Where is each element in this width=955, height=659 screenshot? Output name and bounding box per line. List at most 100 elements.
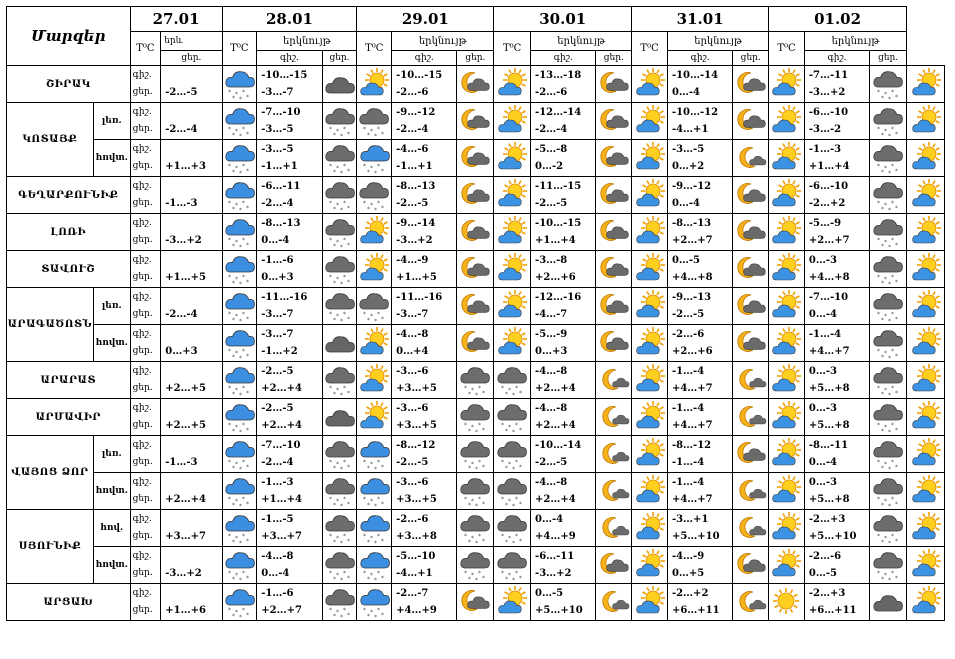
svg-text:*: * xyxy=(343,385,346,392)
svg-text:*: * xyxy=(888,577,891,581)
temperature-cell: -3…+2 xyxy=(160,213,223,251)
svg-text:*: * xyxy=(363,126,366,133)
temp-header: T⁰C xyxy=(493,31,532,66)
date-header: 31.01 xyxy=(631,6,770,32)
svg-text:*: * xyxy=(888,281,891,285)
svg-text:*: * xyxy=(895,205,898,211)
svg-text:*: * xyxy=(519,390,522,396)
svg-text:*: * xyxy=(381,168,384,174)
temperature-cell: -2…-6 0…-5 xyxy=(803,546,871,584)
temperature-cell: -11…-15 -2…-5 xyxy=(530,176,597,214)
snow-cloud-icon: * * * * * * xyxy=(221,509,258,547)
svg-text:*: * xyxy=(370,128,373,135)
svg-text:*: * xyxy=(478,570,481,577)
moon-cloud-icon xyxy=(456,176,495,214)
svg-text:*: * xyxy=(895,501,898,507)
svg-text:*: * xyxy=(468,576,471,581)
night-day-label: գիշ. ցեր. xyxy=(129,324,162,362)
moon-cloud-icon xyxy=(456,139,495,177)
svg-text:*: * xyxy=(884,350,887,357)
dark-cloud-snow-icon: * * * * * * xyxy=(493,361,532,399)
moon-icon xyxy=(732,509,770,547)
svg-text:*: * xyxy=(891,89,894,96)
svg-text:*: * xyxy=(519,427,522,433)
temperature-cell: -10…-15 -3…-7 xyxy=(256,65,323,103)
svg-text:*: * xyxy=(235,165,238,172)
svg-text:*: * xyxy=(891,237,894,244)
night-header: գիշ. xyxy=(803,50,871,66)
svg-text:*: * xyxy=(239,614,242,618)
svg-text:*: * xyxy=(512,503,515,507)
svg-text:*: * xyxy=(884,424,887,431)
svg-text:*: * xyxy=(468,428,471,433)
svg-text:*: * xyxy=(340,503,343,507)
svg-text:*: * xyxy=(464,459,467,466)
svg-text:*: * xyxy=(228,163,231,170)
svg-text:*: * xyxy=(242,385,245,392)
svg-text:*: * xyxy=(377,163,380,170)
temperature-cell: 0…+3 xyxy=(160,324,223,362)
temperature-cell: -10…-12 -4…+1 xyxy=(666,102,734,140)
svg-text:*: * xyxy=(347,279,350,285)
temperature-cell: -2…-4 xyxy=(160,287,223,325)
sun-behind-cloud-icon xyxy=(768,398,805,436)
snow-cloud-icon: * * * * * * xyxy=(356,435,393,473)
svg-text:*: * xyxy=(336,498,339,505)
sky-header: երկնույթ xyxy=(666,31,770,51)
svg-text:*: * xyxy=(343,311,346,318)
svg-text:*: * xyxy=(888,392,891,396)
svg-text:*: * xyxy=(471,461,474,468)
svg-text:*: * xyxy=(895,538,898,544)
svg-text:*: * xyxy=(877,163,880,170)
moon-cloud-icon xyxy=(595,102,633,140)
sun-behind-cloud-icon xyxy=(906,139,945,177)
svg-text:*: * xyxy=(374,207,377,211)
sun-behind-cloud-icon xyxy=(493,324,532,362)
svg-text:*: * xyxy=(881,502,884,507)
svg-text:*: * xyxy=(246,279,249,285)
svg-text:*: * xyxy=(232,169,235,174)
dark-cloud-snow-icon: * * * * * * xyxy=(321,509,358,547)
svg-text:*: * xyxy=(242,459,245,466)
svg-text:*: * xyxy=(340,133,343,137)
svg-text:*: * xyxy=(478,385,481,392)
svg-text:*: * xyxy=(235,535,238,542)
svg-text:*: * xyxy=(471,424,474,431)
sun-behind-cloud-icon xyxy=(906,176,945,214)
dark-cloud-snow-icon: * * * * * * xyxy=(869,324,908,362)
temperature-cell: +1…+3 xyxy=(160,139,223,177)
svg-text:*: * xyxy=(343,274,346,281)
date-header: 30.01 xyxy=(493,6,633,32)
svg-text:*: * xyxy=(333,169,336,174)
temperature-cell: -10…-15 -2…-6 xyxy=(391,65,458,103)
temperature-cell: -2…-5 xyxy=(160,65,223,103)
moon-cloud-icon xyxy=(595,546,633,584)
temperature-cell: -8…-11 0…-4 xyxy=(803,435,871,473)
moon-icon xyxy=(595,583,633,621)
svg-text:*: * xyxy=(515,570,518,577)
date-header: 28.01 xyxy=(221,6,358,32)
svg-text:*: * xyxy=(367,169,370,174)
svg-text:*: * xyxy=(228,422,231,429)
svg-text:*: * xyxy=(235,572,238,579)
svg-text:*: * xyxy=(246,575,249,581)
temperature-cell: -1…-4 +4…+7 xyxy=(803,324,871,362)
svg-text:*: * xyxy=(464,422,467,429)
temperature-cell: -3…-6 +3…+5 xyxy=(391,472,458,510)
svg-text:*: * xyxy=(232,391,235,396)
svg-text:*: * xyxy=(232,613,235,618)
svg-text:*: * xyxy=(242,89,245,96)
dark-cloud-snow-icon: * * * * * * xyxy=(869,435,908,473)
svg-text:*: * xyxy=(374,503,377,507)
temperature-cell: -6…-10 -2…+2 xyxy=(803,176,871,214)
svg-text:*: * xyxy=(329,200,332,207)
svg-text:*: * xyxy=(242,496,245,503)
svg-text:*: * xyxy=(329,311,332,318)
dark-cloud-snow-icon: * * * * * * xyxy=(456,509,495,547)
svg-text:*: * xyxy=(232,280,235,285)
temperature-cell: -2…+2 +6…+11 xyxy=(666,583,734,621)
moon-cloud-icon xyxy=(732,324,770,362)
svg-text:*: * xyxy=(333,613,336,618)
svg-text:*: * xyxy=(228,533,231,540)
temperature-cell: +2…+5 xyxy=(160,361,223,399)
